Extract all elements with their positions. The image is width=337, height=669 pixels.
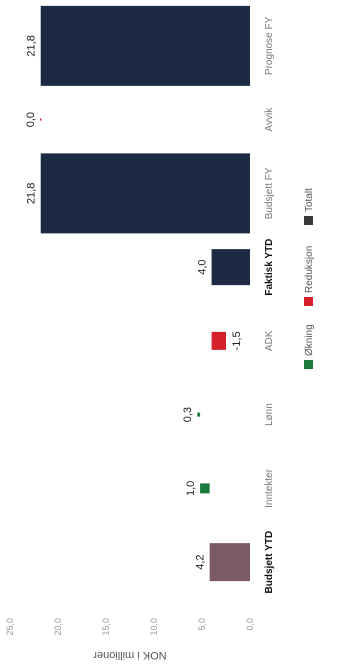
y-tick-label: 20,0 (53, 618, 63, 636)
data-label: 4,0 (197, 259, 209, 274)
y-axis-title: NOK i millioner (93, 649, 167, 661)
legend-swatch (304, 360, 313, 369)
legend-swatch (304, 216, 313, 225)
plot-area: NOK i millioner 0,0 5,0 10,0 15,0 20,0 25,0 4,2… (5, 5, 315, 661)
x-tick-label: Budsjett FY (264, 167, 275, 219)
x-tick-label: Inntekter (264, 468, 275, 508)
y-tick-label: 5,0 (197, 618, 207, 631)
bar (209, 543, 250, 582)
bar (40, 153, 250, 234)
bar (211, 249, 251, 286)
x-tick-label: Faktisk YTD (264, 239, 275, 296)
legend-swatch (304, 297, 313, 306)
data-label: 0,0 (25, 112, 37, 127)
bar (40, 5, 250, 86)
legend-label: Totalt (304, 188, 315, 212)
bar (197, 412, 201, 417)
legend-label: Reduksjon (304, 246, 315, 293)
x-tick-label: Budsjett YTD (264, 531, 275, 594)
y-tick-label: 25,0 (5, 618, 15, 636)
data-label: 0,3 (182, 407, 194, 422)
y-tick-label: 15,0 (101, 618, 111, 636)
bar (200, 483, 210, 494)
x-tick-label: Lønn (264, 403, 275, 426)
data-label: 21,8 (26, 35, 38, 56)
bar (39, 118, 42, 121)
data-label: 1,0 (185, 481, 197, 496)
legend-label: Økning (304, 324, 315, 356)
bar (211, 331, 227, 350)
x-tick-label: Prognose FY (264, 16, 275, 75)
y-tick-label: 0,0 (245, 618, 255, 631)
x-tick-label: ADK (264, 330, 275, 351)
data-label: 21,8 (26, 183, 38, 204)
y-tick-label: 10,0 (149, 618, 159, 636)
data-label: 4,2 (195, 554, 207, 569)
data-label: -1,5 (231, 331, 243, 350)
x-tick-label: Avvik (264, 107, 275, 132)
